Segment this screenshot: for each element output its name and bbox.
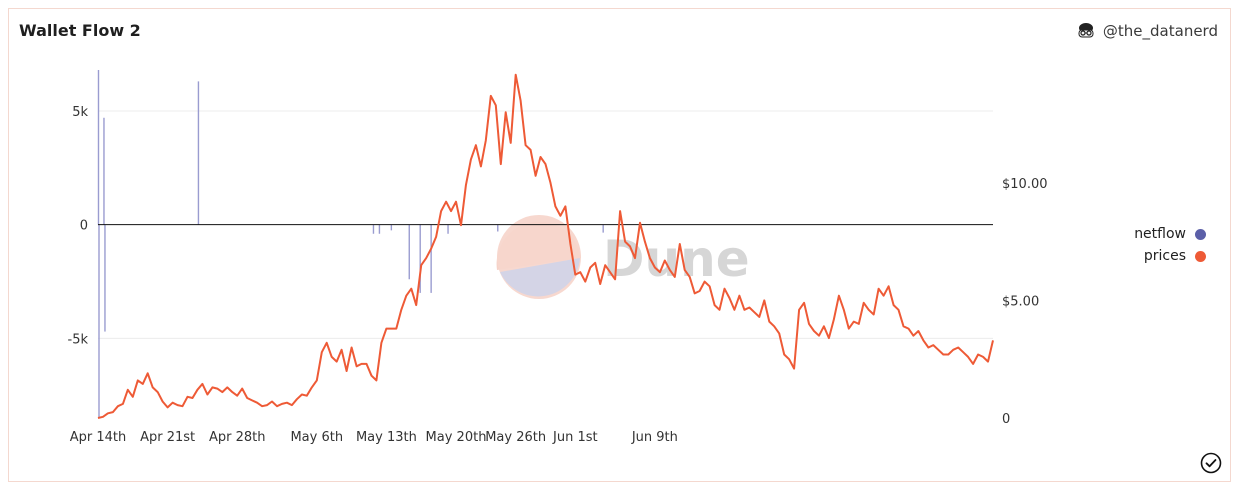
x-tick-label: Apr 28th bbox=[209, 430, 266, 445]
y-right-tick-label: 0 bbox=[1002, 412, 1010, 427]
y-right-tick-label: $5.00 bbox=[1002, 294, 1039, 309]
avatar-icon bbox=[1078, 23, 1094, 38]
legend-item-netflow[interactable]: netflow bbox=[1134, 226, 1206, 242]
x-tick-label: May 6th bbox=[290, 430, 343, 445]
author-handle[interactable]: @the_datanerd bbox=[1102, 22, 1218, 40]
legend-label-prices: prices bbox=[1143, 248, 1186, 264]
y-left-tick-label: 0 bbox=[80, 219, 88, 234]
check-circle-icon[interactable] bbox=[1200, 452, 1222, 474]
series-line-prices bbox=[97, 73, 994, 419]
watermark: Dune bbox=[496, 215, 750, 299]
legend-swatch-netflow bbox=[1195, 228, 1206, 240]
watermark-text: Dune bbox=[603, 230, 750, 288]
y-right-tick-label: $10.00 bbox=[1002, 177, 1048, 192]
y-axis-right: $10.00 $5.00 0 bbox=[1002, 177, 1048, 427]
x-tick-label: Jun 9th bbox=[631, 430, 678, 445]
x-tick-label: May 13th bbox=[356, 430, 417, 445]
watermark-logo-bottom bbox=[500, 258, 580, 297]
y-left-tick-label: 5k bbox=[72, 105, 88, 120]
chart-legend: netflow prices bbox=[1134, 226, 1206, 264]
x-tick-label: May 26th bbox=[485, 430, 546, 445]
y-axis-left: 5k 0 -5k bbox=[68, 105, 89, 347]
x-tick-label: May 20th bbox=[426, 430, 487, 445]
grid-lines bbox=[98, 110, 993, 339]
x-axis: Apr 14th Apr 21st Apr 28th May 6th May 13th M… bbox=[70, 430, 678, 445]
chart-title: Wallet Flow 2 bbox=[19, 21, 141, 40]
x-tick-label: Apr 14th bbox=[70, 430, 127, 445]
legend-swatch-prices bbox=[1195, 250, 1206, 262]
chart-card: Wallet Flow 2 @the_datanerd netflow pric… bbox=[8, 8, 1231, 482]
author-tag[interactable]: @the_datanerd bbox=[1077, 22, 1218, 40]
legend-label-netflow: netflow bbox=[1134, 226, 1186, 242]
netflow-bars bbox=[97, 70, 604, 418]
x-tick-label: Apr 21st bbox=[140, 430, 195, 445]
y-left-tick-label: -5k bbox=[68, 332, 89, 347]
x-tick-label: Jun 1st bbox=[552, 430, 598, 445]
legend-item-prices[interactable]: prices bbox=[1144, 248, 1206, 264]
